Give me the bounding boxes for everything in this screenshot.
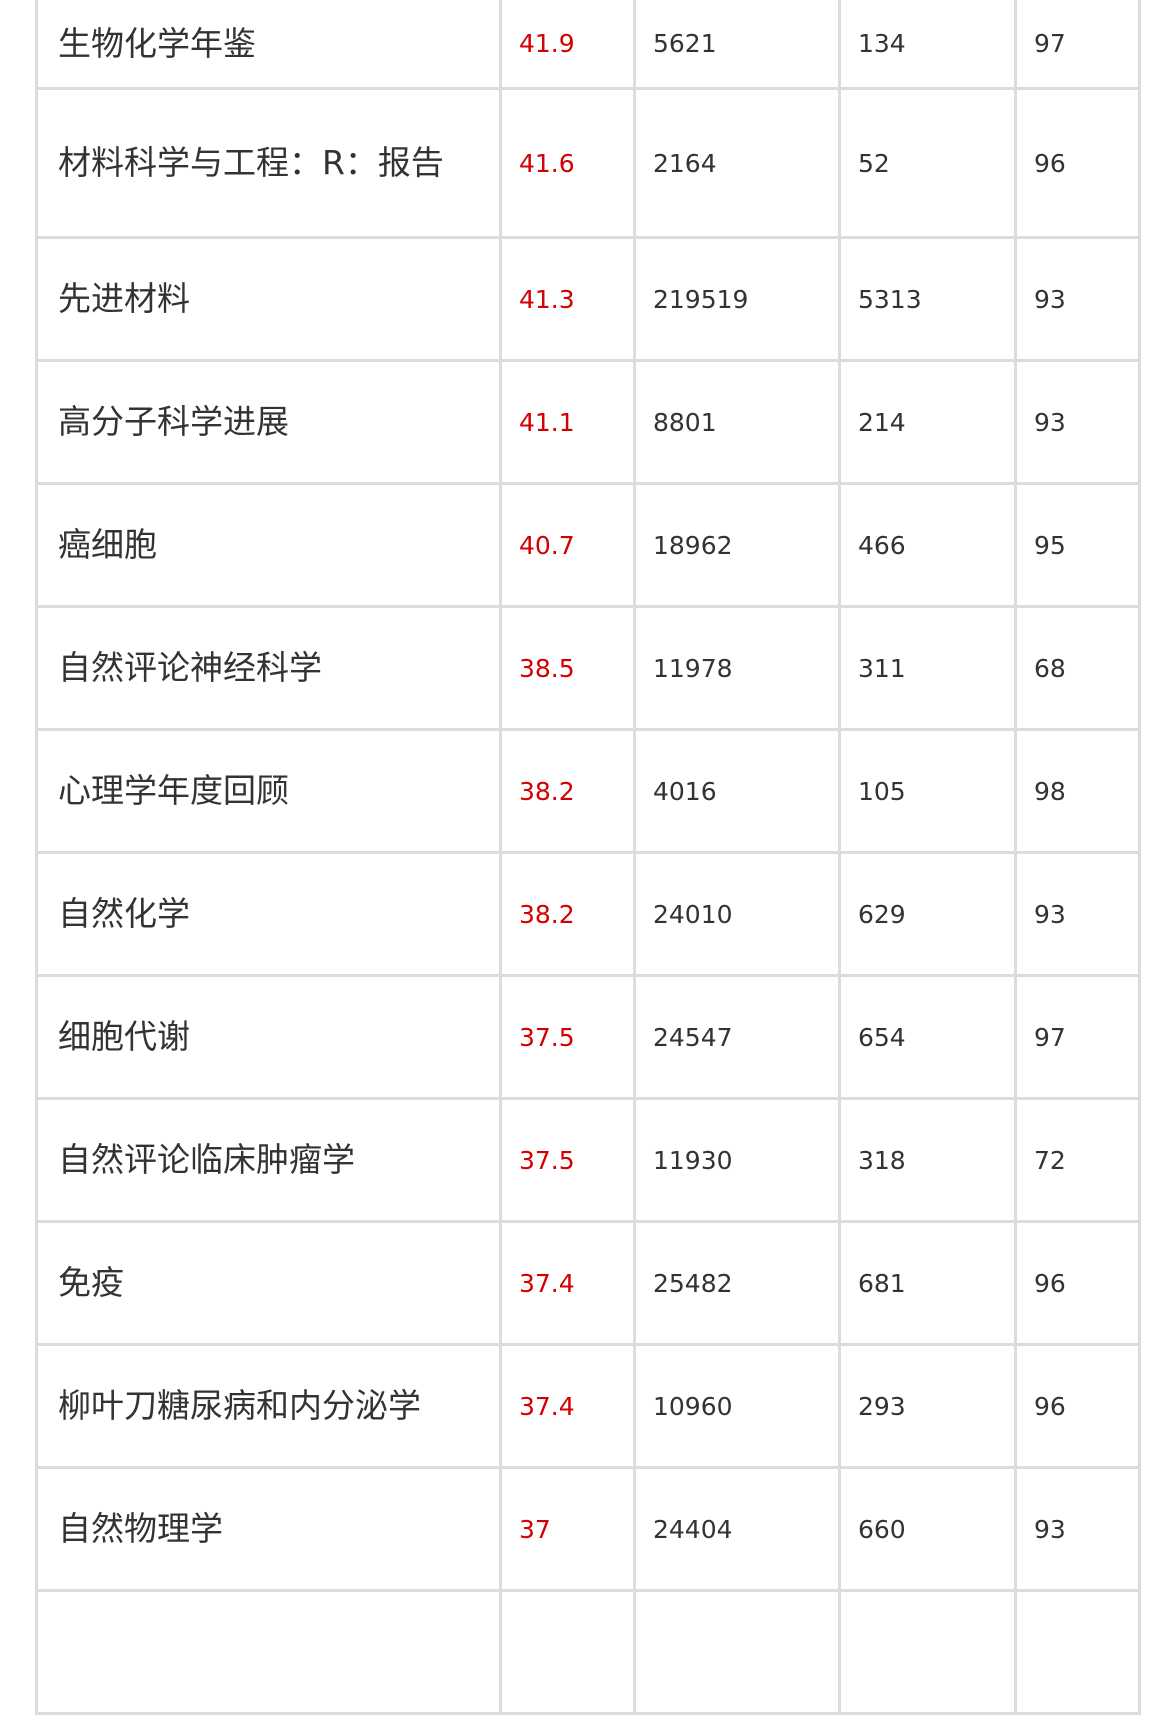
impact-score-cell: 38.2 bbox=[499, 851, 636, 977]
percentile-cell: 93 bbox=[1014, 1466, 1141, 1592]
table-row: 高分子科学进展 41.1 8801 214 93 bbox=[35, 359, 1141, 485]
impact-score-cell: 40.7 bbox=[499, 482, 636, 608]
table-row: 生物化学年鉴 41.9 5621 134 97 bbox=[35, 0, 1141, 90]
citations-cell: 25482 bbox=[633, 1220, 841, 1346]
articles-cell: 214 bbox=[838, 359, 1017, 485]
citations-cell: 2164 bbox=[633, 87, 841, 239]
table-row: 自然物理学 37 24404 660 93 bbox=[35, 1466, 1141, 1592]
percentile-cell: 93 bbox=[1014, 851, 1141, 977]
journal-name-cell: 自然化学 bbox=[35, 851, 502, 977]
citations-cell: 24547 bbox=[633, 974, 841, 1100]
impact-score-cell: 37.4 bbox=[499, 1343, 636, 1469]
table-row: 材料科学与工程：R：报告 41.6 2164 52 96 bbox=[35, 87, 1141, 239]
articles-cell: 660 bbox=[838, 1466, 1017, 1592]
articles-cell: 293 bbox=[838, 1343, 1017, 1469]
citations-cell: 219519 bbox=[633, 236, 841, 362]
articles-cell: 5313 bbox=[838, 236, 1017, 362]
citations-cell: 8801 bbox=[633, 359, 841, 485]
percentile-cell: 96 bbox=[1014, 1220, 1141, 1346]
journal-name-cell: 柳叶刀糖尿病和内分泌学 bbox=[35, 1343, 502, 1469]
impact-score-cell: 41.1 bbox=[499, 359, 636, 485]
journal-table: 生物化学年鉴 41.9 5621 134 97 材料科学与工程：R：报告 41.6 2164 5… bbox=[35, 0, 1141, 1715]
impact-score-cell: 37.4 bbox=[499, 1220, 636, 1346]
citations-cell: 10960 bbox=[633, 1343, 841, 1469]
citations-cell: 18962 bbox=[633, 482, 841, 608]
journal-name-cell: 细胞代谢 bbox=[35, 974, 502, 1100]
percentile-cell: 93 bbox=[1014, 236, 1141, 362]
table-row: 自然化学 38.2 24010 629 93 bbox=[35, 851, 1141, 977]
table-row: 心理学年度回顾 38.2 4016 105 98 bbox=[35, 728, 1141, 854]
articles-cell: 466 bbox=[838, 482, 1017, 608]
table-row: 免疫 37.4 25482 681 96 bbox=[35, 1220, 1141, 1346]
articles-cell: 311 bbox=[838, 605, 1017, 731]
percentile-cell: 96 bbox=[1014, 1343, 1141, 1469]
percentile-cell bbox=[1014, 1589, 1141, 1715]
table-row: 癌细胞 40.7 18962 466 95 bbox=[35, 482, 1141, 608]
citations-cell: 24010 bbox=[633, 851, 841, 977]
table-row: 细胞代谢 37.5 24547 654 97 bbox=[35, 974, 1141, 1100]
table-row: 自然评论临床肿瘤学 37.5 11930 318 72 bbox=[35, 1097, 1141, 1223]
journal-name-cell: 自然物理学 bbox=[35, 1466, 502, 1592]
percentile-cell: 93 bbox=[1014, 359, 1141, 485]
table-row: 柳叶刀糖尿病和内分泌学 37.4 10960 293 96 bbox=[35, 1343, 1141, 1469]
journal-name-cell: 癌细胞 bbox=[35, 482, 502, 608]
citations-cell: 5621 bbox=[633, 0, 841, 90]
citations-cell: 11930 bbox=[633, 1097, 841, 1223]
table-row bbox=[35, 1589, 1141, 1715]
articles-cell: 318 bbox=[838, 1097, 1017, 1223]
impact-score-cell: 41.9 bbox=[499, 0, 636, 90]
articles-cell bbox=[838, 1589, 1017, 1715]
articles-cell: 629 bbox=[838, 851, 1017, 977]
journal-name-cell: 先进材料 bbox=[35, 236, 502, 362]
journal-name-cell: 免疫 bbox=[35, 1220, 502, 1346]
percentile-cell: 72 bbox=[1014, 1097, 1141, 1223]
journal-name-cell: 高分子科学进展 bbox=[35, 359, 502, 485]
journal-name-cell: 自然评论临床肿瘤学 bbox=[35, 1097, 502, 1223]
impact-score-cell: 37.5 bbox=[499, 1097, 636, 1223]
percentile-cell: 97 bbox=[1014, 0, 1141, 90]
journal-name-cell: 生物化学年鉴 bbox=[35, 0, 502, 90]
journal-name-cell: 心理学年度回顾 bbox=[35, 728, 502, 854]
articles-cell: 105 bbox=[838, 728, 1017, 854]
citations-cell: 4016 bbox=[633, 728, 841, 854]
impact-score-cell: 41.6 bbox=[499, 87, 636, 239]
articles-cell: 681 bbox=[838, 1220, 1017, 1346]
table-row: 先进材料 41.3 219519 5313 93 bbox=[35, 236, 1141, 362]
impact-score-cell: 38.2 bbox=[499, 728, 636, 854]
percentile-cell: 98 bbox=[1014, 728, 1141, 854]
journal-name-cell bbox=[35, 1589, 502, 1715]
citations-cell: 11978 bbox=[633, 605, 841, 731]
citations-cell: 24404 bbox=[633, 1466, 841, 1592]
percentile-cell: 97 bbox=[1014, 974, 1141, 1100]
percentile-cell: 95 bbox=[1014, 482, 1141, 608]
impact-score-cell: 37 bbox=[499, 1466, 636, 1592]
impact-score-cell: 38.5 bbox=[499, 605, 636, 731]
percentile-cell: 96 bbox=[1014, 87, 1141, 239]
impact-score-cell: 41.3 bbox=[499, 236, 636, 362]
percentile-cell: 68 bbox=[1014, 605, 1141, 731]
articles-cell: 52 bbox=[838, 87, 1017, 239]
journal-name-cell: 材料科学与工程：R：报告 bbox=[35, 87, 502, 239]
articles-cell: 134 bbox=[838, 0, 1017, 90]
table-row: 自然评论神经科学 38.5 11978 311 68 bbox=[35, 605, 1141, 731]
articles-cell: 654 bbox=[838, 974, 1017, 1100]
impact-score-cell bbox=[499, 1589, 636, 1715]
citations-cell bbox=[633, 1589, 841, 1715]
journal-name-cell: 自然评论神经科学 bbox=[35, 605, 502, 731]
impact-score-cell: 37.5 bbox=[499, 974, 636, 1100]
